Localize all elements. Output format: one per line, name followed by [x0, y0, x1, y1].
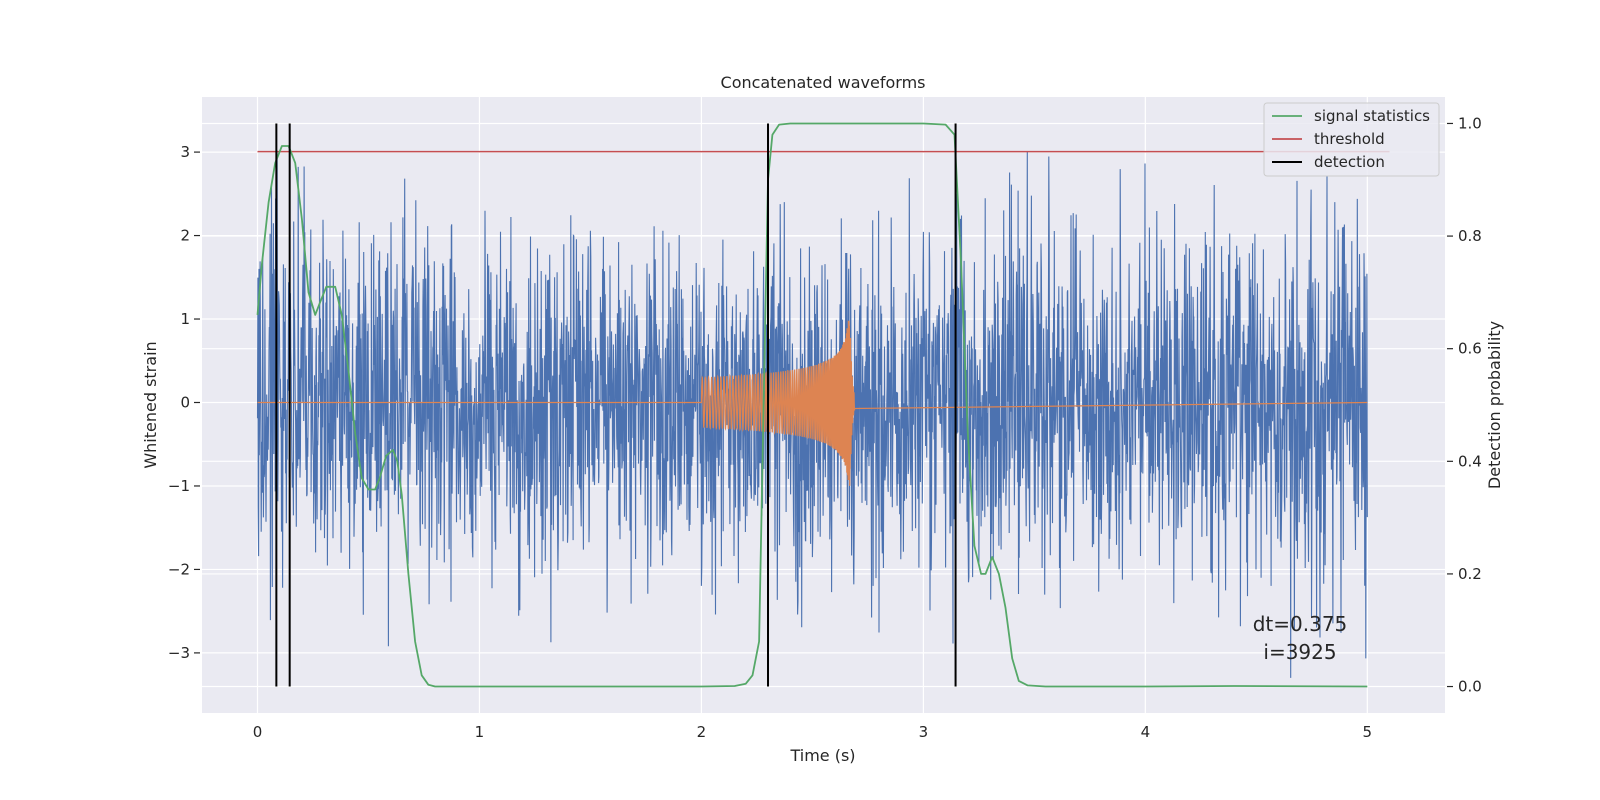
y-tick-label: 3	[180, 143, 190, 161]
annotation-dt: dt=0.375	[1253, 612, 1348, 636]
strain-series-line	[256, 150, 1368, 678]
y2-tick-label: 1.0	[1458, 114, 1482, 132]
y-tick-label: −3	[168, 644, 190, 662]
x-axis-label: Time (s)	[789, 746, 855, 765]
chirp-waveform-line	[257, 320, 1368, 486]
legend: signal statistics threshold detection	[1263, 102, 1440, 177]
legend-label-detection: detection	[1314, 153, 1385, 171]
y-tick-label: 2	[180, 227, 190, 245]
legend-box	[1263, 102, 1440, 177]
chart-title: Concatenated waveforms	[721, 73, 926, 92]
x-tick-label: 4	[1141, 723, 1151, 741]
legend-label-threshold: threshold	[1314, 130, 1385, 148]
y2-axis-ticks: 0.0 0.2 0.4 0.6 0.8 1.0	[1447, 114, 1482, 696]
annotation: dt=0.375 i=3925	[1253, 612, 1348, 664]
y2-tick-label: 0.6	[1458, 340, 1482, 358]
signal-statistics-line	[256, 122, 1368, 688]
x-tick-label: 5	[1363, 723, 1373, 741]
x-tick-label: 2	[697, 723, 707, 741]
y2-tick-label: 0.8	[1458, 227, 1482, 245]
x-tick-label: 3	[919, 723, 929, 741]
annotation-i: i=3925	[1263, 640, 1336, 664]
series-layer	[256, 122, 1390, 688]
y-tick-label: −1	[168, 477, 190, 495]
y2-tick-label: 0.0	[1458, 678, 1482, 696]
y2-tick-label: 0.2	[1458, 565, 1482, 583]
x-axis-ticks: 0 1 2 3 4 5	[253, 723, 1372, 741]
x-tick-label: 0	[253, 723, 263, 741]
y-axis-label: Whitened strain	[141, 341, 160, 468]
y-tick-label: −2	[168, 560, 190, 578]
y2-axis-label: Detection probability	[1485, 321, 1504, 489]
x-tick-label: 1	[475, 723, 485, 741]
y-tick-label: 1	[180, 310, 190, 328]
y-tick-label: 0	[180, 393, 190, 411]
legend-label-signal-statistics: signal statistics	[1314, 107, 1430, 125]
y-axis-ticks: −3 −2 −1 0 1 2 3	[168, 143, 200, 662]
y2-tick-label: 0.4	[1458, 452, 1482, 470]
